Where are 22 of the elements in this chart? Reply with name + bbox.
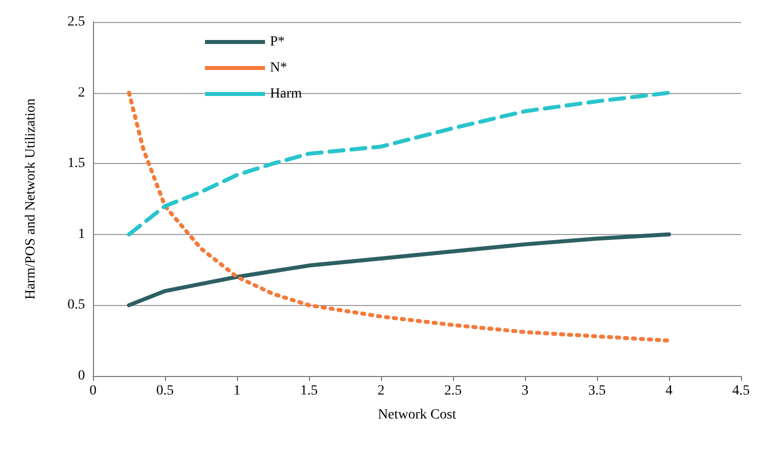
x-tick-label: 3.5: [588, 384, 606, 398]
x-tick-label: 4: [666, 384, 672, 398]
x-tick-label: 1.5: [300, 384, 318, 398]
x-tick-label: 3: [522, 384, 528, 398]
x-tick-label: 0: [90, 384, 96, 398]
x-axis-title: Network Cost: [378, 408, 456, 422]
x-tick-label: 2.5: [444, 384, 462, 398]
legend-label: P*: [270, 34, 285, 50]
line-series: [127, 232, 671, 308]
x-tick-label: 2: [378, 384, 384, 398]
y-tick-label: 2: [78, 85, 85, 100]
y-tick-label: 0.5: [68, 298, 85, 313]
legend-label: Harm: [270, 86, 302, 102]
x-tick-label: 1: [234, 384, 240, 398]
x-tick-label: 0.5: [156, 384, 174, 398]
x-tick-label: 4.5: [732, 384, 750, 398]
y-tick-label: 0: [78, 368, 85, 384]
y-tick-label: 1.5: [68, 156, 85, 172]
y-axis-title: Harm/POS and Network Utilization: [24, 98, 38, 300]
y-tick-label: 2.5: [68, 14, 85, 30]
legend-label: N*: [270, 60, 288, 76]
y-tick-label: 1: [78, 226, 85, 242]
